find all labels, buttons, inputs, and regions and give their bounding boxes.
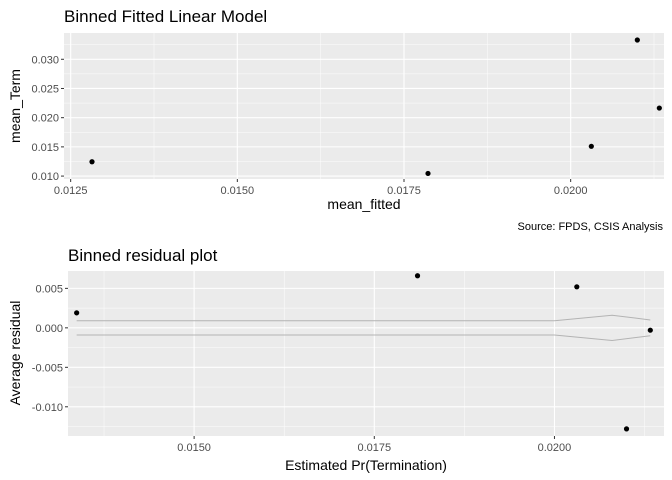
- fitted-model-data-point: [588, 143, 594, 149]
- residual-y-tick-label: 0.000: [35, 323, 63, 335]
- fitted-model-data-point: [634, 37, 640, 43]
- fitted-model-x-tick-label: 0.0150: [221, 185, 255, 197]
- residual-chart: Binned residual plot 0.0150 0.0175 0.0200 …: [7, 246, 664, 473]
- residual-title: Binned residual plot: [68, 246, 218, 265]
- fitted-model-gridlines: [64, 33, 664, 179]
- residual-y-label: Average residual: [7, 301, 23, 406]
- residual-y-tick-label: 0.005: [35, 283, 63, 295]
- fitted-model-y-tick-label: 0.015: [31, 142, 59, 154]
- residual-y-ticks: 0.005 0.000 -0.005 -0.010: [32, 283, 68, 414]
- residual-data-point: [414, 273, 421, 279]
- residual-points: [74, 273, 653, 432]
- fitted-model-x-tick-label: 0.0175: [387, 185, 421, 197]
- fitted-model-x-label: mean_fitted: [327, 196, 400, 212]
- fitted-model-data-point: [89, 159, 95, 165]
- fitted-model-chart: Binned Fitted Linear Model 0.0125 0.0150 0…: [7, 7, 664, 233]
- residual-lower-bound-line: [76, 334, 651, 341]
- residual-panel: [68, 271, 664, 436]
- fitted-model-points: [89, 37, 662, 177]
- residual-data-point: [647, 327, 653, 333]
- fitted-model-panel: [64, 33, 664, 179]
- residual-upper-bound-line: [76, 314, 651, 322]
- residual-y-tick-label: -0.005: [32, 362, 63, 374]
- fitted-model-x-tick-label: 0.0125: [54, 185, 88, 197]
- fitted-model-y-tick-label: 0.025: [31, 83, 59, 95]
- residual-x-tick-label: 0.0200: [538, 442, 572, 454]
- residual-x-tick-label: 0.0150: [177, 442, 211, 454]
- fitted-model-data-point: [425, 170, 431, 177]
- fitted-model-y-tick-label: 0.030: [31, 54, 59, 66]
- residual-y-tick-label: -0.010: [32, 402, 63, 414]
- fitted-model-y-tick-label: 0.010: [31, 171, 59, 183]
- fitted-model-y-ticks: 0.010 0.015 0.020 0.025 0.030: [31, 54, 64, 183]
- residual-x-label: Estimated Pr(Termination): [285, 457, 447, 473]
- residual-bound-lines: [76, 314, 651, 341]
- fitted-model-y-tick-label: 0.020: [31, 113, 59, 125]
- fitted-model-x-tick-label: 0.0200: [554, 185, 588, 197]
- residual-x-ticks: 0.0150 0.0175 0.0200: [177, 436, 571, 454]
- fitted-model-title: Binned Fitted Linear Model: [64, 7, 267, 26]
- source-caption: Source: FPDS, CSIS Analysis: [518, 221, 664, 233]
- fitted-model-y-label: mean_Term: [7, 69, 23, 143]
- fitted-model-x-ticks: 0.0125 0.0150 0.0175 0.0200: [54, 179, 588, 197]
- residual-gridlines: [68, 271, 664, 436]
- residual-x-tick-label: 0.0175: [357, 442, 391, 454]
- residual-data-point: [623, 426, 630, 432]
- fitted-model-data-point: [656, 105, 662, 111]
- residual-data-point: [574, 284, 580, 290]
- residual-data-point: [74, 310, 80, 316]
